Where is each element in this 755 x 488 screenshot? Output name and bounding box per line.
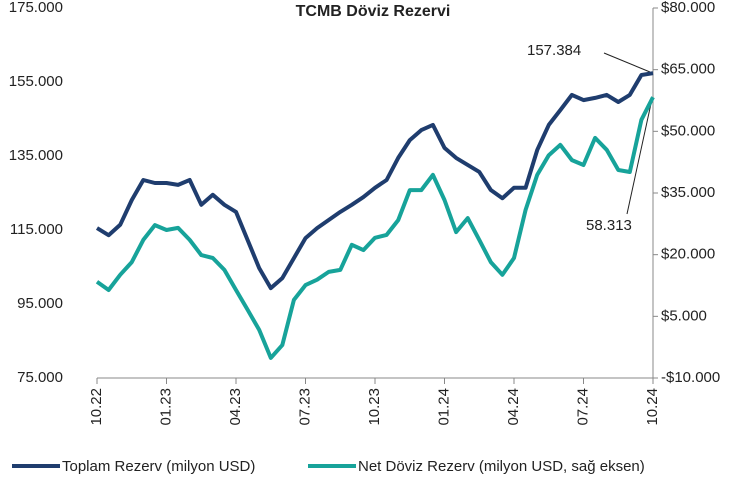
x-tick-label: 07.23 xyxy=(296,388,313,426)
leader-line xyxy=(626,98,653,215)
chart-title: TCMB Döviz Rezervi xyxy=(296,3,451,20)
x-tick-label: 10.24 xyxy=(644,388,661,426)
y-tick-label: 75.000 xyxy=(17,369,63,386)
y-tick-label: 175.000 xyxy=(9,0,63,16)
legend-label: Toplam Rezerv (milyon USD) xyxy=(62,458,255,475)
legend-label: Net Döviz Rezerv (milyon USD, sağ eksen) xyxy=(358,458,645,475)
x-tick-label: 10.22 xyxy=(88,388,105,426)
x-tick-label: 04.23 xyxy=(227,388,244,426)
x-tick-label: 01.23 xyxy=(157,388,174,426)
x-tick-label: 07.24 xyxy=(574,388,591,426)
y2-tick-label: $80.000 xyxy=(661,0,715,16)
y2-tick-label: $65.000 xyxy=(661,61,715,78)
y2-tick-label: $35.000 xyxy=(661,184,715,201)
y-tick-label: 155.000 xyxy=(9,73,63,90)
series-line xyxy=(95,96,655,360)
y-tick-label: 135.000 xyxy=(9,147,63,164)
annotation: 58.313 xyxy=(586,217,632,234)
y2-tick-label: $5.000 xyxy=(661,307,707,324)
annotation: 157.384 xyxy=(527,42,581,59)
x-tick-label: 04.24 xyxy=(505,388,522,426)
series-line xyxy=(95,71,654,291)
y2-tick-label: $50.000 xyxy=(661,122,715,139)
y-tick-label: 95.000 xyxy=(17,295,63,312)
y2-tick-label: -$10.000 xyxy=(661,369,720,386)
y-tick-label: 115.000 xyxy=(10,221,63,238)
leader-line xyxy=(603,52,651,73)
x-tick-label: 10.23 xyxy=(366,388,383,426)
x-tick-label: 01.24 xyxy=(435,388,452,426)
y2-tick-label: $20.000 xyxy=(661,246,715,263)
